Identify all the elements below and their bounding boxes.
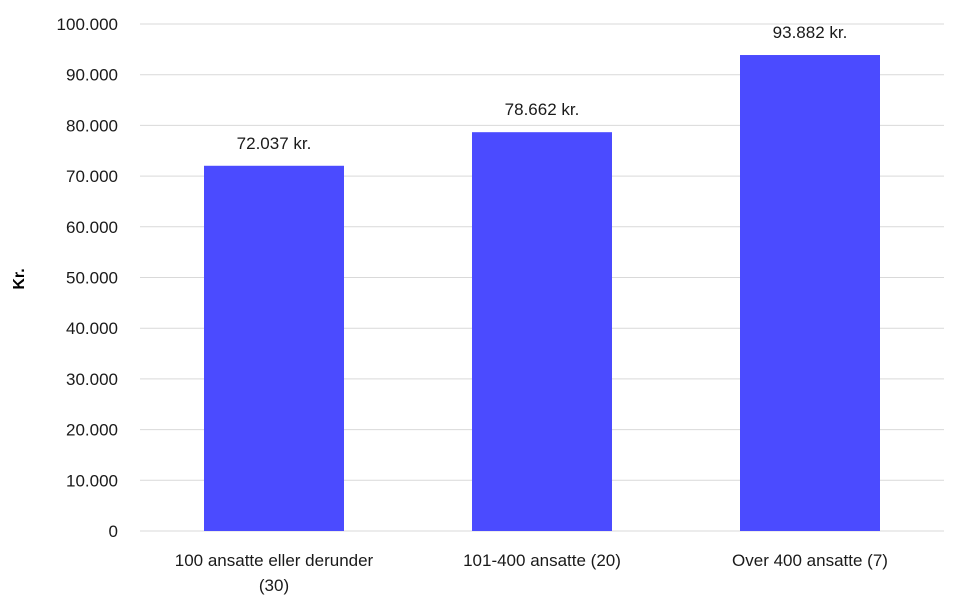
y-tick-label: 10.000 (66, 471, 118, 490)
category-label-line: (30) (259, 576, 289, 595)
category-label-line: 101-400 ansatte (20) (463, 551, 621, 570)
data-label: 72.037 kr. (237, 134, 312, 153)
y-tick-label: 20.000 (66, 421, 118, 440)
category-label: 100 ansatte eller derunder (30) (175, 551, 374, 595)
category-label: 101-400 ansatte (20) (463, 551, 621, 570)
y-tick-label: 0 (109, 522, 118, 541)
data-label: 78.662 kr. (505, 100, 580, 119)
y-tick-label: 70.000 (66, 167, 118, 186)
bar (472, 132, 612, 531)
y-tick-label: 90.000 (66, 66, 118, 85)
bar (740, 55, 880, 532)
y-tick-label: 40.000 (66, 319, 118, 338)
y-tick-label: 80.000 (66, 116, 118, 135)
category-label-line: Over 400 ansatte (7) (732, 551, 888, 570)
y-axis-title: Kr. (11, 268, 28, 289)
data-labels: 72.037 kr. 78.662 kr. 93.882 kr. (237, 23, 848, 153)
y-tick-label: 50.000 (66, 269, 118, 288)
x-axis-categories: 100 ansatte eller derunder (30) 101-400 an… (175, 551, 888, 595)
bar (204, 165, 344, 532)
bars (204, 55, 880, 532)
y-axis-ticks: 0 10.000 20.000 30.000 40.000 50.000 60.000 70.… (57, 15, 118, 541)
y-tick-label: 30.000 (66, 370, 118, 389)
data-label: 93.882 kr. (773, 23, 848, 42)
y-tick-label: 60.000 (66, 218, 118, 237)
category-label-line: 100 ansatte eller derunder (175, 551, 374, 570)
y-tick-label: 100.000 (57, 15, 118, 34)
category-label: Over 400 ansatte (7) (732, 551, 888, 570)
